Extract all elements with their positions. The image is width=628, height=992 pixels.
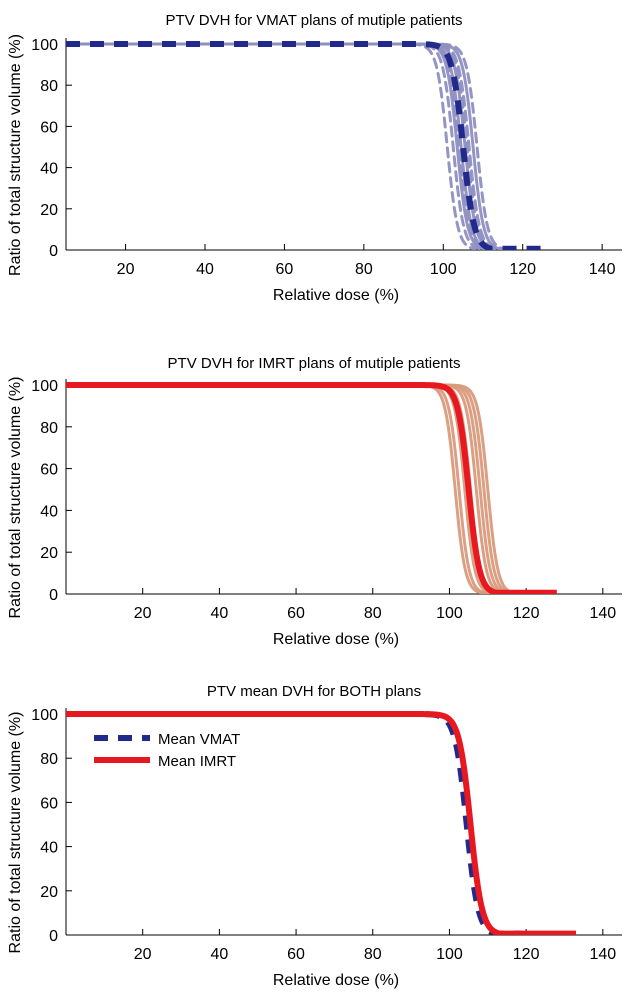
x-tick-label: 60 <box>287 605 305 622</box>
y-tick-label: 40 <box>40 503 58 520</box>
x-tick-label: 20 <box>134 946 152 963</box>
y-axis-label: Ratio of total structure volume (%) <box>7 377 24 619</box>
y-tick-label: 40 <box>40 840 58 857</box>
y-tick-label: 20 <box>40 545 58 562</box>
x-tick-label: 100 <box>436 605 463 622</box>
x-tick-label: 100 <box>436 946 463 963</box>
patient-dvh-curve <box>66 383 505 594</box>
plot-area <box>66 711 576 935</box>
patient-dvh-curve <box>66 42 509 250</box>
x-tick-label: 20 <box>117 261 135 278</box>
y-tick-label: 40 <box>40 161 58 178</box>
chart-title: PTV DVH for VMAT plans of mutiple patien… <box>165 12 462 29</box>
y-axis-label: Ratio of total structure volume (%) <box>7 34 24 276</box>
series-line-1 <box>66 711 523 935</box>
y-tick-label: 60 <box>40 119 58 136</box>
y-tick-label: 80 <box>40 420 58 437</box>
patient-dvh-curve <box>66 42 493 250</box>
x-tick-label: 140 <box>589 261 616 278</box>
chart-panel-2: PTV DVH for IMRT plans of mutiple patien… <box>7 355 622 648</box>
mean-dvh-curve <box>66 382 557 594</box>
y-axis-label: Ratio of total structure volume (%) <box>7 712 24 954</box>
series-line-2 <box>66 711 576 935</box>
x-tick-label: 140 <box>589 605 616 622</box>
legend: Mean VMAT Mean IMRT <box>94 731 240 770</box>
x-tick-label: 20 <box>134 605 152 622</box>
patient-dvh-curve <box>66 383 513 594</box>
y-tick-label: 20 <box>40 202 58 219</box>
x-tick-label: 140 <box>589 946 616 963</box>
patient-dvh-curve <box>66 383 497 594</box>
x-tick-label: 40 <box>196 261 214 278</box>
x-tick-label: 120 <box>509 261 536 278</box>
x-axis-label: Relative dose (%) <box>273 972 399 989</box>
x-axis-label: Relative dose (%) <box>273 287 399 304</box>
y-tick-label: 0 <box>49 587 58 604</box>
x-tick-label: 80 <box>355 261 373 278</box>
x-tick-label: 80 <box>364 946 382 963</box>
patient-dvh-curve <box>66 42 477 250</box>
x-tick-label: 80 <box>364 605 382 622</box>
x-tick-label: 60 <box>287 946 305 963</box>
mean-dvh-curve <box>66 41 551 250</box>
patient-dvh-curve <box>66 42 485 250</box>
patient-dvh-curve <box>66 42 493 250</box>
x-tick-label: 120 <box>513 946 540 963</box>
y-tick-label: 100 <box>31 378 58 395</box>
x-tick-label: 60 <box>276 261 294 278</box>
patient-dvh-curve <box>66 42 501 250</box>
plot-area <box>66 382 557 594</box>
y-tick-label: 0 <box>49 928 58 945</box>
y-tick-label: 20 <box>40 884 58 901</box>
x-axis-label: Relative dose (%) <box>273 631 399 648</box>
patient-dvh-curve <box>66 42 497 250</box>
y-tick-label: 100 <box>31 707 58 724</box>
patient-dvh-curve <box>66 42 497 250</box>
y-tick-label: 0 <box>49 243 58 260</box>
legend-label: Mean VMAT <box>158 731 240 748</box>
y-tick-label: 60 <box>40 795 58 812</box>
chart-title: PTV mean DVH for BOTH plans <box>207 683 421 700</box>
legend-label: Mean IMRT <box>158 753 236 770</box>
x-tick-label: 100 <box>430 261 457 278</box>
chart-panel-1: PTV DVH for VMAT plans of mutiple patien… <box>7 12 622 304</box>
y-tick-label: 80 <box>40 78 58 95</box>
x-tick-label: 40 <box>210 946 228 963</box>
plot-area <box>66 41 551 250</box>
y-tick-label: 100 <box>31 37 58 54</box>
chart-panel-3: PTV mean DVH for BOTH plans 0 20 40 60 80 100 2… <box>7 683 622 989</box>
y-tick-label: 80 <box>40 751 58 768</box>
y-tick-label: 60 <box>40 462 58 479</box>
x-tick-label: 40 <box>210 605 228 622</box>
chart-title: PTV DVH for IMRT plans of mutiple patien… <box>168 355 461 372</box>
x-tick-label: 120 <box>513 605 540 622</box>
patient-dvh-curve <box>66 42 489 250</box>
